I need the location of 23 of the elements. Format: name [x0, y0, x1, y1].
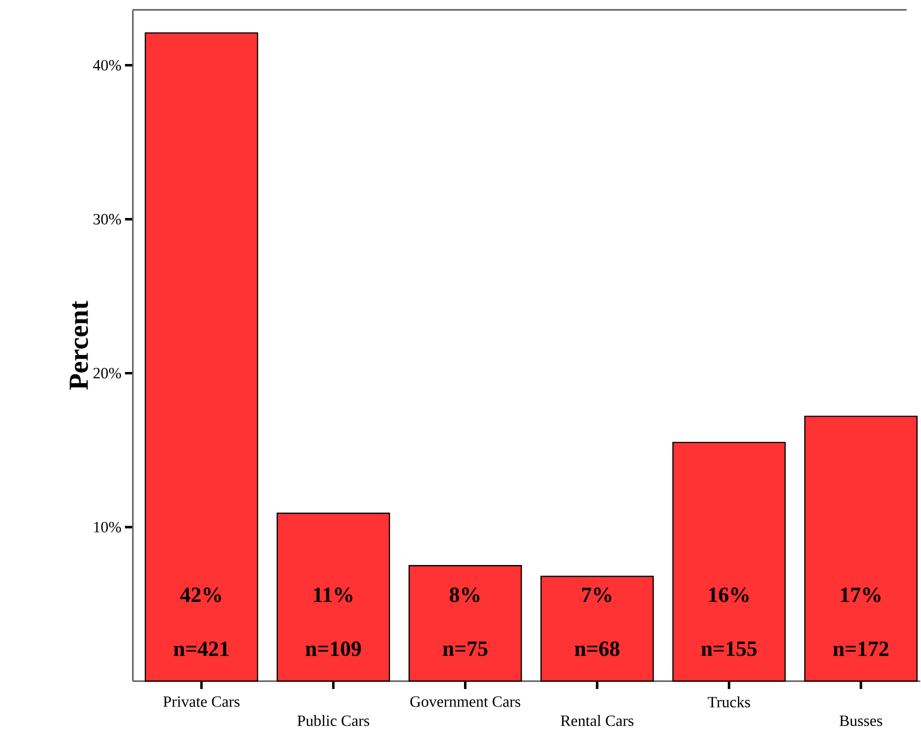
annotation: n=109 [306, 642, 361, 656]
annotation: n=421 [174, 642, 229, 656]
x-tick-label: Private Cars [163, 696, 240, 707]
data-label: 17% [841, 588, 880, 602]
y-tick-label: 30% [94, 214, 121, 225]
y-tick-label: 20% [93, 368, 121, 379]
data-label: 11% [314, 588, 352, 602]
y-axis-title: Percent [70, 300, 88, 390]
y-tick-label: 10% [94, 522, 121, 532]
x-tick-label: Government Cars [410, 696, 520, 707]
annotation: n=172 [833, 642, 888, 656]
x-tick-label: Busses [840, 716, 882, 726]
x-tick-label: Public Cars [297, 715, 370, 726]
annotation: n=68 [574, 642, 620, 656]
x-tick-label: Rental Cars [560, 715, 634, 726]
annotation: n=155 [701, 642, 757, 656]
data-label: 7% [582, 588, 612, 602]
y-tick-label: 40% [93, 60, 121, 71]
data-label: 16% [709, 588, 749, 602]
annotation: n=75 [442, 642, 488, 656]
data-label: 42% [180, 588, 222, 602]
data-label: 8% [450, 588, 480, 602]
x-tick-label: Trucks [708, 696, 750, 708]
